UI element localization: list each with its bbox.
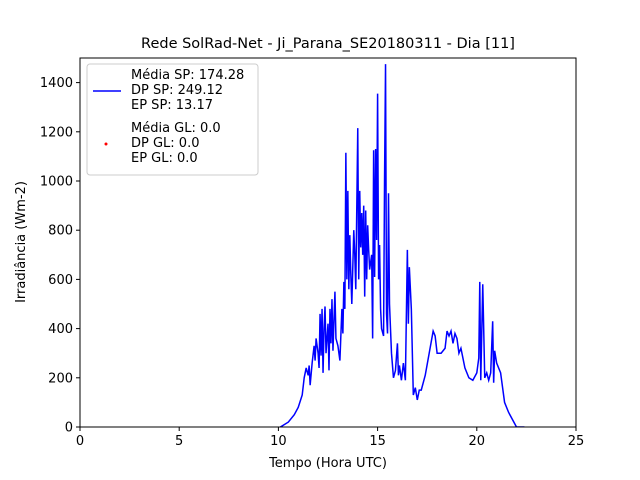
x-tick-label: 15 — [369, 434, 386, 449]
y-axis-label: Irradiância (Wm-2) — [14, 181, 29, 303]
data-line — [279, 64, 525, 427]
x-tick-label: 0 — [76, 434, 84, 449]
legend-label: Média SP: 174.28 DP SP: 249.12 EP SP: 13… — [131, 68, 245, 113]
x-axis-label: Tempo (Hora UTC) — [268, 456, 387, 471]
y-tick-label: 1200 — [40, 125, 73, 140]
chart-title: Rede SolRad-Net - Ji_Parana_SE20180311 -… — [141, 36, 515, 52]
y-tick-label: 0 — [65, 421, 73, 436]
x-tick-label: 20 — [469, 434, 486, 449]
legend-box — [86, 63, 259, 176]
x-tick-label: 5 — [175, 434, 183, 449]
y-tick-label: 800 — [48, 224, 73, 239]
legend-label: Média GL: 0.0 DP GL: 0.0 EP GL: 0.0 — [131, 121, 221, 166]
legend-marker — [104, 142, 108, 146]
y-tick-label: 400 — [48, 322, 73, 337]
plot-frame — [79, 57, 577, 428]
y-tick-label: 200 — [48, 371, 73, 386]
y-tick-label: 1000 — [40, 175, 73, 190]
y-tick-label: 1400 — [40, 76, 73, 91]
y-tick-label: 600 — [48, 273, 73, 288]
x-tick-label: 10 — [270, 434, 287, 449]
x-tick-label: 25 — [568, 434, 585, 449]
